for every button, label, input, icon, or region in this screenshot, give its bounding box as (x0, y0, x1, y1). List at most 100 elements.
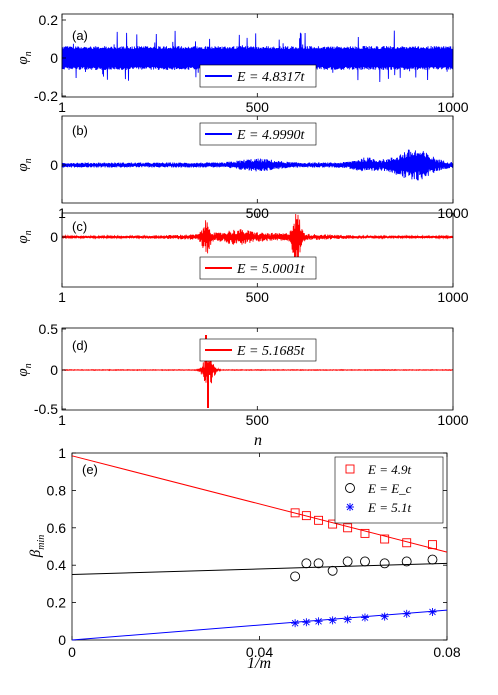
legend-label: E = 5.1685t (236, 344, 305, 359)
x-tick-label: 500 (246, 412, 270, 428)
y-tick-label: 0 (50, 157, 58, 173)
fit-line (71, 455, 448, 553)
fit-line (71, 609, 448, 641)
data-point (345, 464, 355, 474)
y-tick-label: 0.5 (39, 321, 59, 337)
data-point (402, 609, 411, 618)
x-tick-label: 1 (58, 289, 66, 305)
data-point (313, 558, 324, 569)
y-tick-label: 0 (50, 229, 58, 245)
legend-label: E = 4.8317t (236, 70, 305, 85)
data-point (360, 528, 370, 538)
data-point (314, 515, 324, 525)
panel-label: (c) (72, 219, 87, 234)
panel-c: 1 500 1000 0 (c) φn E = 5.0001t (15, 212, 469, 305)
data-point (427, 554, 438, 565)
series-line (61, 353, 454, 389)
panel-e: 0 0.04 0.08 0 0.2 0.4 0.6 0.8 1 (e) 1/m βmin E = 4.9… (28, 445, 461, 672)
y-axis-label: φn (15, 51, 34, 64)
data-point (428, 607, 437, 616)
data-point (380, 534, 390, 544)
data-point (342, 556, 353, 567)
x-axis-label: n (254, 432, 262, 449)
data-point (343, 615, 352, 624)
x-tick-label: 0 (68, 644, 76, 660)
y-axis-label: φn (15, 230, 34, 243)
x-tick-label: 0.08 (433, 644, 460, 660)
data-point (290, 571, 301, 582)
y-tick-label: -0.2 (34, 88, 58, 104)
data-point (360, 613, 369, 622)
legend-label: E = 5.1t (367, 500, 411, 515)
data-point (343, 523, 353, 533)
legend-box (199, 122, 317, 146)
data-point (291, 619, 300, 628)
x-axis-label: 1/m (247, 655, 271, 672)
data-point (301, 558, 312, 569)
legend-box (199, 338, 317, 362)
legend: E = 5.1685t (199, 338, 317, 362)
y-tick-label: 0.8 (47, 482, 67, 498)
x-tick-label: 1 (58, 412, 66, 428)
data-point (314, 617, 323, 626)
y-tick-label: 0.2 (39, 12, 59, 28)
panel-d: 1 500 1000 0.5 0 -0.5 (d) φn E = 5.1685t (15, 321, 469, 428)
panel-a: 1 500 1000 0.2 0 -0.2 (a) φn E = 4.8317t (15, 12, 469, 115)
y-axis-label: φn (15, 158, 34, 171)
series-star (71, 607, 448, 641)
series-line (61, 149, 454, 181)
y-tick-label: 0 (50, 362, 58, 378)
panel-label: (b) (72, 123, 88, 138)
y-tick-label: 0.6 (47, 520, 67, 536)
x-tick-label: 1000 (437, 412, 468, 428)
data-point (346, 503, 354, 511)
data-point (328, 519, 338, 529)
x-tick-label: 500 (246, 99, 270, 115)
y-axis-label: φn (15, 363, 34, 376)
y-tick-label: 0.4 (47, 557, 67, 573)
y-tick-label: -0.5 (34, 401, 58, 417)
panel-label: (e) (82, 462, 98, 477)
data-point (428, 540, 437, 550)
x-tick-label: 500 (246, 289, 270, 305)
data-point (301, 511, 311, 521)
legend-box (199, 256, 317, 280)
y-tick-label: 0 (58, 632, 66, 648)
data-point (401, 556, 412, 567)
data-point (402, 538, 412, 548)
legend-box (334, 456, 444, 524)
data-point (380, 612, 389, 621)
x-tick-label: 1000 (437, 289, 468, 305)
legend: E = 4.9t E = E_c E = 5.1t (334, 456, 444, 524)
legend: E = 4.9990t (199, 122, 317, 146)
x-tick-label: 1 (58, 99, 66, 115)
data-point (360, 556, 370, 567)
data-point (302, 618, 311, 627)
data-point (379, 558, 390, 569)
legend-box (199, 64, 317, 88)
y-axis-label: βmin (28, 535, 47, 558)
legend-label: E = 4.9990t (236, 128, 305, 143)
y-tick-label: 1 (58, 445, 66, 461)
series-line (61, 213, 454, 263)
x-tick-label: 0.04 (246, 644, 273, 660)
panel-label: (d) (72, 338, 88, 353)
data-point (290, 508, 300, 518)
series-circle (71, 554, 448, 582)
y-tick-label: 0 (50, 50, 58, 66)
data-point (327, 565, 338, 576)
panel-label: (a) (72, 28, 88, 43)
series-line (61, 30, 454, 83)
legend: E = 4.8317t (199, 64, 317, 88)
fit-line (71, 562, 448, 576)
legend: E = 5.0001t (199, 256, 317, 280)
data-point (345, 483, 355, 493)
series-square (71, 455, 448, 553)
legend-label: E = 4.9t (367, 462, 411, 477)
legend-label: E = E_c (367, 481, 412, 496)
data-point (328, 616, 337, 625)
y-tick-label: 0.2 (47, 595, 67, 611)
x-tick-label: 1000 (437, 99, 468, 115)
